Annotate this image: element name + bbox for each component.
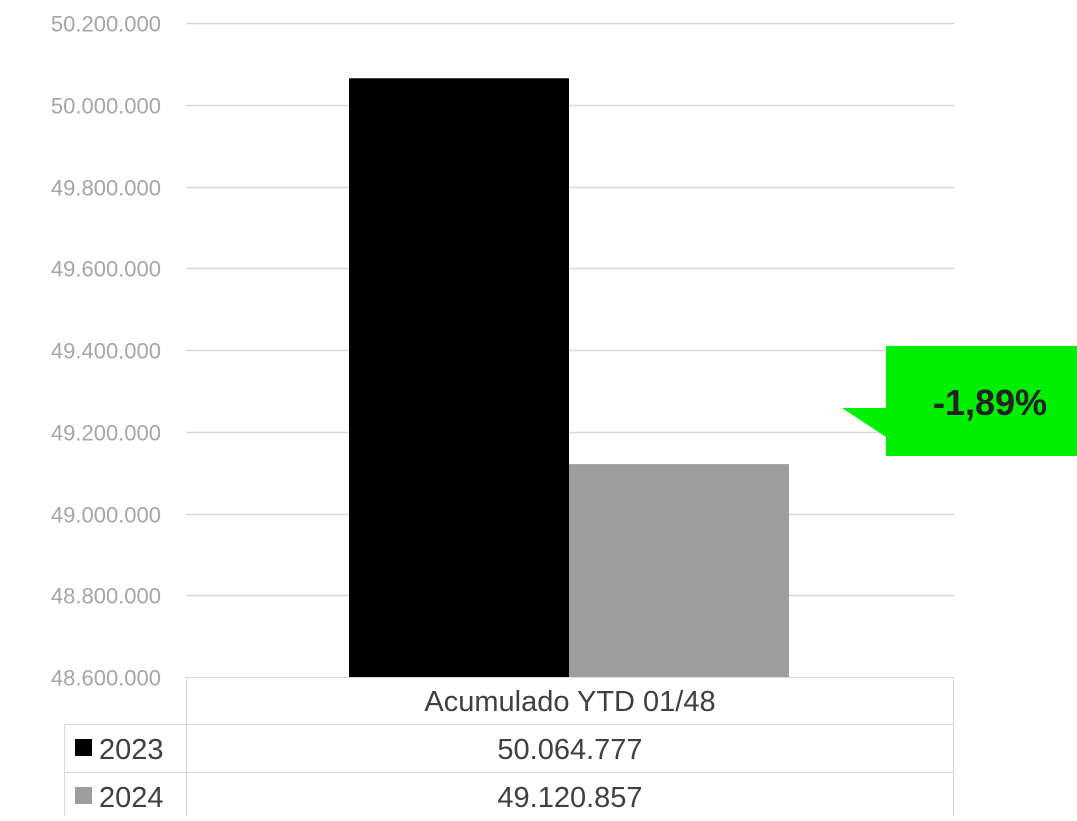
data-table: Acumulado YTD 01/48 2023 50.064.777 2024… (64, 677, 954, 816)
callout-label: -1,89% (933, 382, 1047, 423)
legend-label-2023: 2023 (99, 734, 164, 766)
gridlines (186, 22, 954, 597)
y-tick-label: 48.800.000 (51, 584, 161, 609)
table-border-right (953, 677, 954, 816)
value-label-2024: 49.120.857 (497, 782, 642, 814)
table-border-row2 (64, 772, 954, 773)
y-tick-label: 49.600.000 (51, 257, 161, 282)
table-border-left (64, 724, 65, 816)
bar-2023 (349, 78, 569, 677)
bar-2024 (569, 464, 789, 677)
legend-label-2024: 2024 (99, 782, 164, 814)
legend-swatch-2024 (75, 787, 92, 804)
y-tick-label: 49.400.000 (51, 339, 161, 364)
category-label: Acumulado YTD 01/48 (424, 686, 715, 718)
y-tick-label: 48.600.000 (51, 666, 161, 691)
y-tick-label: 49.000.000 (51, 503, 161, 528)
legend-swatch-2023 (75, 739, 92, 756)
bars (349, 78, 789, 677)
y-tick-label: 49.200.000 (51, 421, 161, 446)
value-label-2023: 50.064.777 (497, 734, 642, 766)
table-border-mid (186, 677, 187, 816)
callout-shape (842, 346, 1077, 456)
table-border-row1 (64, 724, 954, 725)
y-tick-label: 50.200.000 (51, 12, 161, 37)
table-border-top (186, 677, 954, 678)
y-axis-tick-labels: 50.200.000 50.000.000 49.800.000 49.600.000… (51, 12, 161, 691)
y-tick-label: 49.800.000 (51, 176, 161, 201)
y-tick-label: 50.000.000 (51, 94, 161, 119)
change-callout: -1,89% (842, 346, 1077, 456)
